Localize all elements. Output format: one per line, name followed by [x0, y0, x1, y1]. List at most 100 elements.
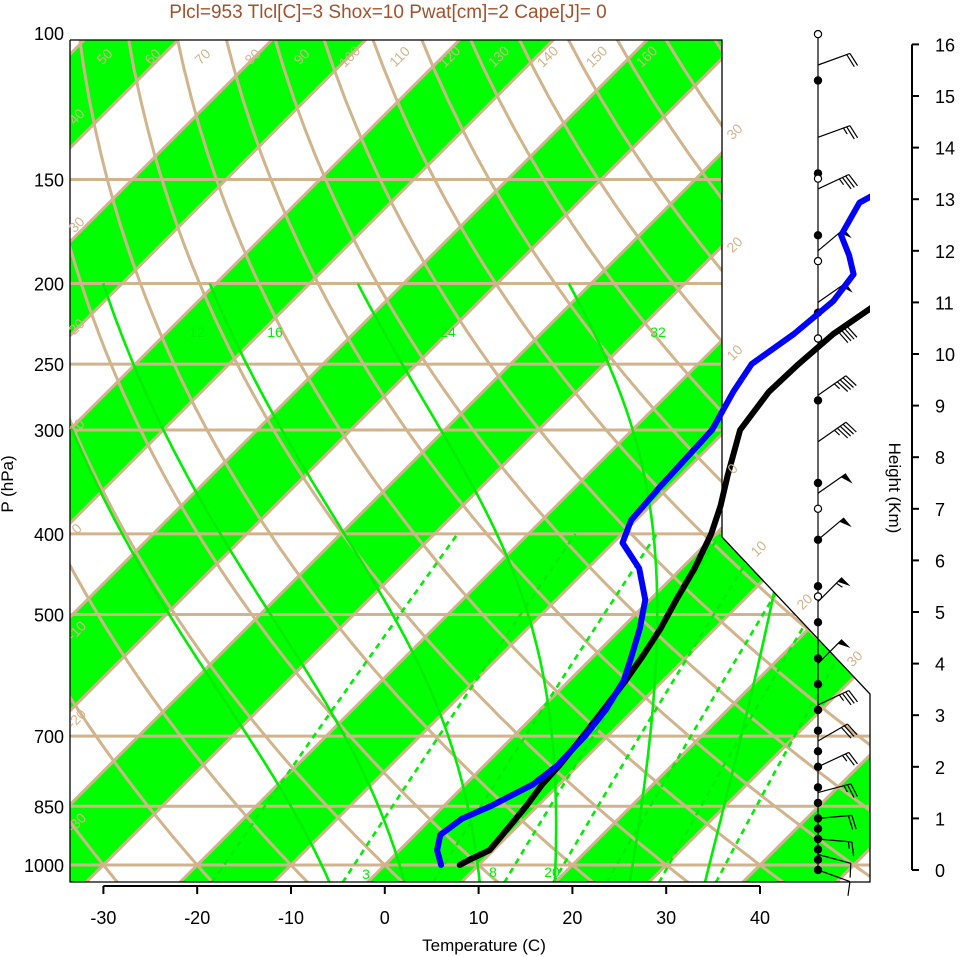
- wind-dot-open: [813, 256, 823, 266]
- wind-dot-filled: [813, 747, 823, 756]
- dry-adiabat: [70, 40, 119, 882]
- wind-barb: [817, 869, 851, 896]
- isotherm-line: [570, 40, 870, 882]
- wind-dot-filled: [813, 680, 823, 689]
- height-tick-label: 6: [935, 551, 945, 571]
- x-tick-label: 10: [469, 908, 489, 928]
- height-tick-label: 10: [935, 345, 955, 365]
- height-tick-label: 5: [935, 603, 945, 623]
- height-axis-label: Height (Km): [885, 443, 904, 534]
- isotherm-label: 20: [793, 590, 815, 612]
- mixing-ratio-label: 8: [489, 864, 497, 880]
- mixing-ratio-line: [605, 533, 813, 882]
- wind-dot-filled: [813, 824, 823, 833]
- moist-adiabat: [101, 283, 406, 882]
- wind-dot-filled: [813, 855, 823, 864]
- wind-dot-open: [813, 29, 823, 39]
- wind-barb: [817, 689, 858, 706]
- mixing-ratio-label: 16: [267, 324, 283, 340]
- isotherm-band: [70, 40, 781, 882]
- wind-barb: [817, 838, 855, 857]
- height-tick-label: 9: [935, 397, 945, 417]
- isotherm-label: 10: [747, 537, 769, 559]
- dry-adiabat: [417, 40, 870, 882]
- isotherm-band: [70, 40, 594, 882]
- x-axis: -30 -20 -10 0 10 20 30 40: [90, 885, 770, 928]
- wind-barb: [817, 577, 851, 603]
- wind-barb: [817, 125, 859, 140]
- wind-barb: [817, 375, 857, 396]
- height-tick-label: 14: [935, 139, 955, 159]
- y-axis: 100 150 200 250 300 400 500 700 850 1000: [24, 24, 64, 876]
- isotherm-line: [194, 40, 870, 882]
- height-tick-label: 0: [935, 861, 945, 881]
- wind-barb: [817, 173, 858, 190]
- mixing-ratio-label: 32: [650, 324, 666, 340]
- wind-dot-filled: [813, 535, 823, 544]
- height-tick-label: 3: [935, 706, 945, 726]
- dry-adiabat: [855, 40, 870, 882]
- sounding-series: [434, 193, 870, 868]
- isotherm-line: [101, 40, 870, 882]
- wind-dot-open: [813, 504, 823, 513]
- isotherm-band: [70, 40, 406, 882]
- height-tick-label: 16: [935, 35, 955, 55]
- mixing-ratio-line: [341, 533, 577, 882]
- chart-title: Plcl=953 Tlcl[C]=3 Shox=10 Pwat[cm]=2 Ca…: [169, 2, 606, 23]
- wind-barb: [817, 723, 858, 742]
- isotherm-label: -20: [64, 706, 90, 732]
- wind-dot-filled: [813, 582, 823, 591]
- x-axis-label: Temperature (C): [422, 936, 546, 955]
- wind-barb: [817, 853, 852, 878]
- y-tick-label: 300: [34, 421, 64, 441]
- wind-dot-filled: [813, 814, 823, 823]
- wind-dot-filled: [813, 783, 823, 792]
- wind-dot-filled: [813, 76, 823, 85]
- height-tick-label: 1: [935, 809, 945, 829]
- height-tick-label: 8: [935, 448, 945, 468]
- wind-dot-filled: [813, 865, 823, 875]
- wind-dot-filled: [813, 618, 823, 627]
- mixing-ratio-labels: 12 16 24 32 3 8 20: [189, 324, 666, 882]
- wind-dot-open: [813, 592, 823, 601]
- mixing-ratio-line: [503, 533, 722, 882]
- wind-dot-filled: [813, 705, 823, 715]
- height-tick-label: 11: [935, 293, 954, 313]
- wind-barb: [817, 52, 859, 68]
- wind-dot-filled: [813, 478, 823, 488]
- isotherm-line: [476, 40, 870, 882]
- x-tick-label: 30: [656, 908, 676, 928]
- dry-adiabat: [77, 40, 595, 882]
- isotherm-band: [477, 40, 870, 882]
- moist-adiabat: [70, 283, 331, 882]
- isotherm-line: [70, 40, 407, 882]
- isotherm-line: [70, 40, 595, 882]
- isotherm-label: 110: [386, 43, 413, 70]
- mixing-ratio-label: 12: [189, 324, 205, 340]
- x-tick-label: 20: [562, 908, 582, 928]
- height-tick-label: 15: [935, 87, 955, 107]
- y-tick-label: 100: [34, 24, 64, 44]
- isotherm-line: [70, 40, 782, 882]
- y-tick-label: 700: [34, 727, 64, 747]
- wind-barb: [817, 814, 857, 830]
- height-tick-label: 2: [935, 758, 945, 778]
- wind-dot-filled: [813, 762, 823, 771]
- x-tick-label: -20: [184, 908, 210, 928]
- wind-dot-filled: [813, 654, 823, 663]
- height-tick-label: 13: [935, 190, 955, 210]
- wind-dot-open: [813, 174, 823, 183]
- isotherm-line: [70, 40, 501, 882]
- y-tick-label: 400: [34, 525, 64, 545]
- x-tick-label: 40: [750, 908, 770, 928]
- wind-barb: [817, 421, 857, 443]
- height-tick-label: 4: [935, 655, 945, 675]
- y-tick-label: 500: [34, 606, 64, 626]
- wind-barb: [817, 517, 852, 541]
- dry-adiabat: [70, 40, 215, 882]
- wind-dot-filled: [813, 396, 823, 405]
- dry-adiabat: [466, 40, 870, 882]
- wind-dot-open: [813, 334, 823, 343]
- dry-adiabat: [70, 40, 500, 882]
- wind-dot-filled: [813, 834, 823, 844]
